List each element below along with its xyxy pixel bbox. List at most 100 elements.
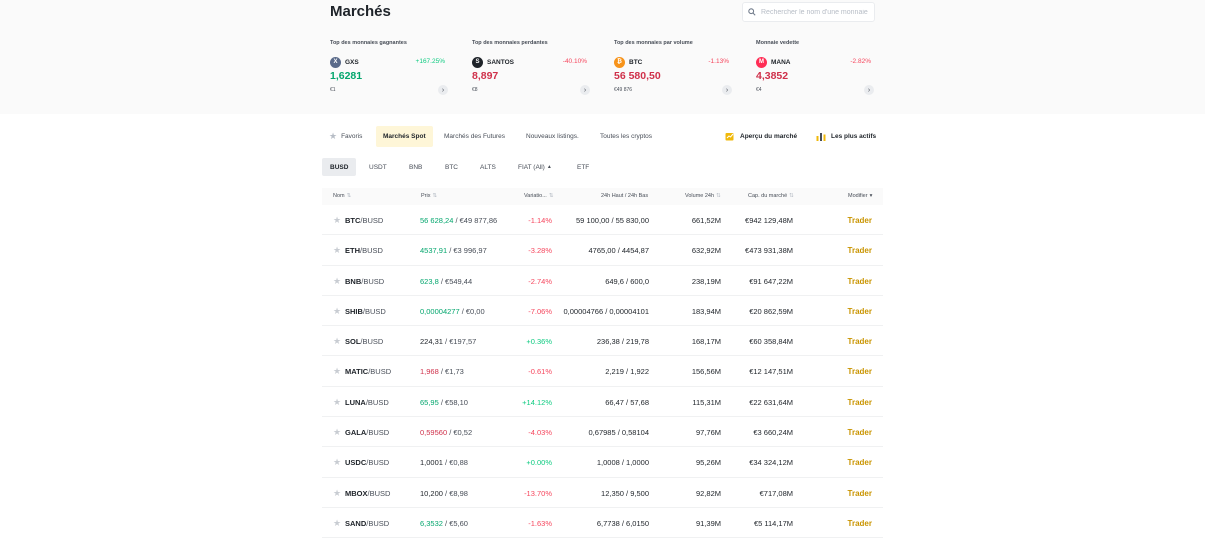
subtab-label: BUSD [330, 163, 349, 171]
highlight-card[interactable]: Top des monnaies perdantes S SANTOS -40.10%… [472, 40, 590, 98]
table-row[interactable]: ★ BTC/BUSD 56 628,24 / €49 877,86 -1.14% 59 … [322, 205, 883, 236]
most-active-link[interactable]: Les plus actifs [816, 131, 876, 141]
market-overview-link[interactable]: Aperçu du marché [725, 131, 797, 141]
favorite-star-icon[interactable]: ★ [333, 457, 342, 468]
pair-name[interactable]: BNB/BUSD [345, 277, 384, 286]
highlight-card[interactable]: Monnaie vedette M MANA -2.82% 4,3852 €4 › [756, 40, 874, 98]
trade-link[interactable]: Trader [847, 428, 872, 438]
table-row[interactable]: ★ SOL/BUSD 224,31 / €197,57 +0.36% 236,38 / … [322, 326, 883, 357]
table-row[interactable]: ★ SAND/BUSD 6,3532 / €5,60 -1.63% 6,7738 / 6… [322, 508, 883, 539]
coin-price: 56 580,50 [614, 70, 661, 82]
pair-name[interactable]: GALA/BUSD [345, 428, 389, 437]
table-row[interactable]: ★ ETH/BUSD 4537,91 / €3 996,97 -3.28% 4765,0… [322, 235, 883, 266]
card-title: Top des monnaies gagnantes [330, 40, 407, 46]
pair-name[interactable]: SHIB/BUSD [345, 307, 386, 316]
favorite-star-icon[interactable]: ★ [333, 517, 342, 528]
tab-new-listings[interactable]: Nouveaux listings. [519, 126, 586, 147]
favorite-star-icon[interactable]: ★ [333, 305, 342, 316]
edit-columns-button[interactable]: Modifier ▾ [848, 193, 872, 199]
price-fiat: / €1,73 [438, 367, 464, 377]
change-cell: +0.36% [526, 337, 552, 347]
tab-spot-markets[interactable]: Marchés Spot [376, 126, 433, 147]
trade-link[interactable]: Trader [847, 458, 872, 468]
trade-link[interactable]: Trader [847, 488, 872, 498]
favorite-star-icon[interactable]: ★ [333, 245, 342, 256]
coin-name: BTC [629, 58, 643, 66]
trade-link[interactable]: Trader [847, 518, 872, 528]
col-volume[interactable]: Volume 24h ⇅ [685, 193, 721, 199]
highlow-cell: 66,47 / 57,68 [605, 397, 649, 407]
subtab-bnb[interactable]: BNB [401, 158, 430, 176]
subtab-usdt[interactable]: USDT [361, 158, 395, 176]
price-cell: 65,95 / €58,10 [420, 398, 468, 407]
table-row[interactable]: ★ MBOX/BUSD 10,200 / €8,98 -13.70% 12,350 / … [322, 478, 883, 508]
col-price[interactable]: Prix ⇅ [421, 193, 437, 199]
pair-name[interactable]: ETH/BUSD [345, 246, 383, 255]
table-row[interactable]: ★ GALA/BUSD 0,59560 / €0,52 -4.03% 0,67985 /… [322, 417, 883, 448]
price-cell: 0,59560 / €0,52 [420, 428, 472, 437]
coin-row: ₿ BTC -1.13% [614, 56, 732, 68]
trade-link[interactable]: Trader [847, 367, 872, 377]
trade-link[interactable]: Trader [847, 397, 872, 407]
price-value: 224,31 [420, 337, 443, 347]
trade-link[interactable]: Trader [847, 276, 872, 286]
trade-link[interactable]: Trader [847, 337, 872, 347]
table-row[interactable]: ★ USDC/BUSD 1,0001 / €0,88 +0.00% 1,0008 / 1… [322, 447, 883, 478]
coin-row: X GXS +167.25% [330, 56, 448, 68]
subtab-label: FIAT (All) [518, 163, 545, 171]
favorite-star-icon[interactable]: ★ [333, 336, 342, 347]
search-input[interactable] [761, 8, 871, 16]
search-box[interactable] [742, 2, 875, 22]
col-cap[interactable]: Cap. du marché ⇅ [748, 193, 794, 199]
col-name[interactable]: Nom ⇅ [333, 193, 351, 199]
pair-name[interactable]: MATIC/BUSD [345, 367, 391, 376]
change-cell: -1.14% [528, 216, 552, 225]
price-fiat: / €549,44 [438, 276, 473, 286]
subtab-btc[interactable]: BTC [437, 158, 466, 176]
col-change[interactable]: Variatio... ⇅ [524, 193, 553, 199]
coin-row: S SANTOS -40.10% [472, 56, 590, 68]
favorite-star-icon[interactable]: ★ [333, 487, 342, 498]
favorite-star-icon[interactable]: ★ [333, 366, 342, 377]
price-value: 623,8 [420, 276, 439, 286]
price-value: 10,200 [420, 488, 443, 498]
subtab-busd[interactable]: BUSD [322, 158, 357, 176]
pair-quote: /BUSD [360, 337, 384, 347]
favorite-star-icon[interactable]: ★ [333, 215, 342, 225]
pair-quote: /BUSD [366, 518, 390, 528]
tab-favorites[interactable]: ★ Favoris [322, 126, 369, 147]
subtab-etf[interactable]: ETF [569, 158, 597, 176]
price-cell: 6,3532 / €5,60 [420, 519, 468, 528]
pair-name[interactable]: SAND/BUSD [345, 519, 389, 528]
trade-link[interactable]: Trader [847, 216, 872, 225]
highlight-card[interactable]: Top des monnaies par volume ₿ BTC -1.13% 56 … [614, 40, 732, 98]
tab-all-cryptos[interactable]: Toutes les cryptos [593, 126, 659, 147]
favorite-star-icon[interactable]: ★ [333, 396, 342, 407]
pair-name[interactable]: BTC/BUSD [345, 216, 383, 225]
pair-base: BNB [345, 276, 362, 286]
subtab-alts[interactable]: ALTS [472, 158, 504, 176]
pair-name[interactable]: LUNA/BUSD [345, 398, 389, 407]
subtab-fiat[interactable]: FIAT (All) ▲ [510, 158, 560, 176]
pair-name[interactable]: SOL/BUSD [345, 337, 383, 346]
col-label: Nom [333, 193, 345, 199]
tab-futures-markets[interactable]: Marchés des Futures [437, 126, 512, 147]
table-row[interactable]: ★ LUNA/BUSD 65,95 / €58,10 +14.12% 66,47 / 5… [322, 387, 883, 418]
trade-link[interactable]: Trader [847, 246, 872, 256]
chevron-right-icon[interactable]: › [722, 85, 732, 95]
favorite-star-icon[interactable]: ★ [333, 275, 342, 286]
chevron-right-icon[interactable]: › [438, 85, 448, 95]
table-row[interactable]: ★ BNB/BUSD 623,8 / €549,44 -2.74% 649,6 / 60… [322, 266, 883, 296]
table-row[interactable]: ★ SHIB/BUSD 0,00004277 / €0,00 -7.06% 0,0000… [322, 296, 883, 327]
favorite-star-icon[interactable]: ★ [333, 427, 342, 438]
trade-link[interactable]: Trader [847, 306, 872, 316]
pair-name[interactable]: MBOX/BUSD [345, 489, 390, 498]
coin-change: +167.25% [415, 58, 445, 65]
table-row[interactable]: ★ MATIC/BUSD 1,968 / €1,73 -0.61% 2,219 / 1,… [322, 356, 883, 387]
pair-name[interactable]: USDC/BUSD [345, 458, 389, 467]
col-label: Prix [421, 193, 431, 199]
chevron-right-icon[interactable]: › [864, 85, 874, 95]
highlight-card[interactable]: Top des monnaies gagnantes X GXS +167.25% 1,… [330, 40, 448, 98]
coin-price: 8,897 [472, 70, 499, 82]
chevron-right-icon[interactable]: › [580, 85, 590, 95]
